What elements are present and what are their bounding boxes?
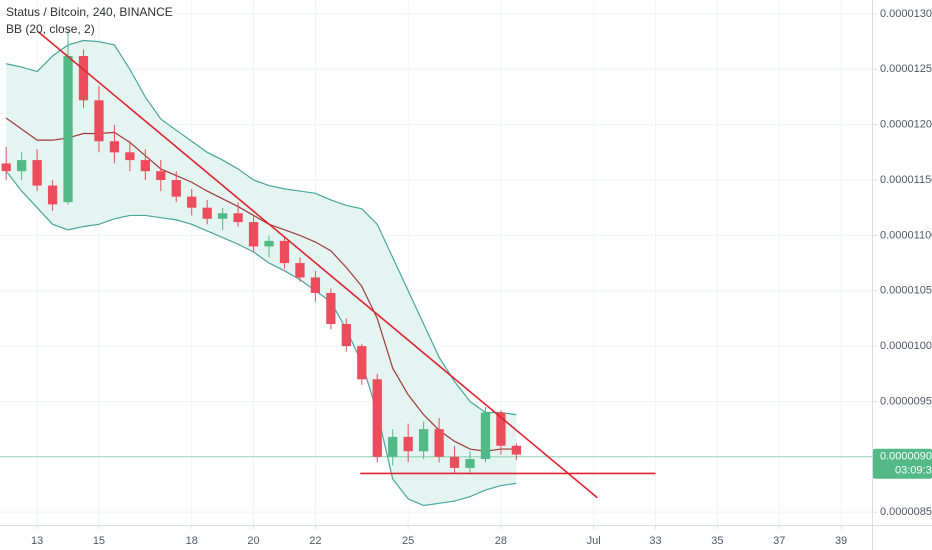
x-tick-label: 35 (711, 535, 723, 547)
candle-body (32, 160, 42, 186)
candle-body (171, 180, 181, 197)
x-tick-label: 33 (649, 535, 661, 547)
candle-body (63, 56, 73, 203)
candle-body (465, 459, 475, 468)
candle-body (264, 240, 274, 247)
candle-body (248, 222, 259, 247)
candle-body (341, 323, 351, 347)
last-price-tag (873, 448, 932, 479)
indicator-label: BB (20, close, 2) (6, 22, 95, 36)
candle-body (511, 445, 522, 455)
candle-body (140, 160, 150, 172)
candle-body (47, 185, 58, 205)
candle-body (279, 240, 290, 264)
candle-body (372, 379, 382, 457)
candle-body (357, 346, 367, 380)
candle-body (434, 429, 444, 457)
band-upper (6, 39, 517, 416)
x-tick-label: 13 (31, 535, 43, 547)
plot (0, 30, 872, 507)
band-lower (5, 170, 517, 507)
candle-body (202, 207, 212, 219)
x-tick-label: 28 (495, 535, 507, 547)
candle-body (418, 429, 429, 452)
x-tick-label: Jul (587, 535, 601, 547)
candle-body (295, 263, 305, 278)
x-tick-label: 39 (835, 535, 847, 547)
trend-line (37, 31, 598, 499)
candle-body (17, 160, 27, 172)
x-tick-label: 25 (402, 535, 414, 547)
candle-body (125, 152, 135, 161)
countdown-label: 03:09:32 (895, 465, 932, 477)
x-tick-label: 20 (247, 535, 259, 547)
y-tick-label: 0.00001300 (880, 8, 932, 20)
candle-body (1, 163, 11, 172)
x-tick-label: 22 (309, 535, 321, 547)
candle-body (218, 213, 228, 219)
candle-body (109, 141, 120, 153)
candle-body (78, 56, 89, 101)
candle-body (388, 436, 398, 457)
candle-body (310, 277, 321, 293)
x-tick-label: 37 (773, 535, 785, 547)
candle-body (156, 171, 166, 181)
x-tick-label: 18 (186, 535, 198, 547)
candle-body (480, 412, 491, 460)
candle-body (94, 100, 104, 142)
candle-body (187, 196, 197, 208)
candle-body (449, 456, 460, 468)
candle-body (233, 213, 243, 223)
x-tick-label: 15 (93, 535, 105, 547)
candle-body (326, 292, 336, 324)
candle-body (403, 436, 413, 452)
y-tick-label: 0.00001150 (880, 174, 932, 186)
band-basis (5, 117, 517, 452)
y-tick-label: 0.00001100 (880, 229, 932, 241)
candle-body (496, 412, 506, 446)
chart-title: Status / Bitcoin, 240, BINANCE (6, 5, 173, 19)
